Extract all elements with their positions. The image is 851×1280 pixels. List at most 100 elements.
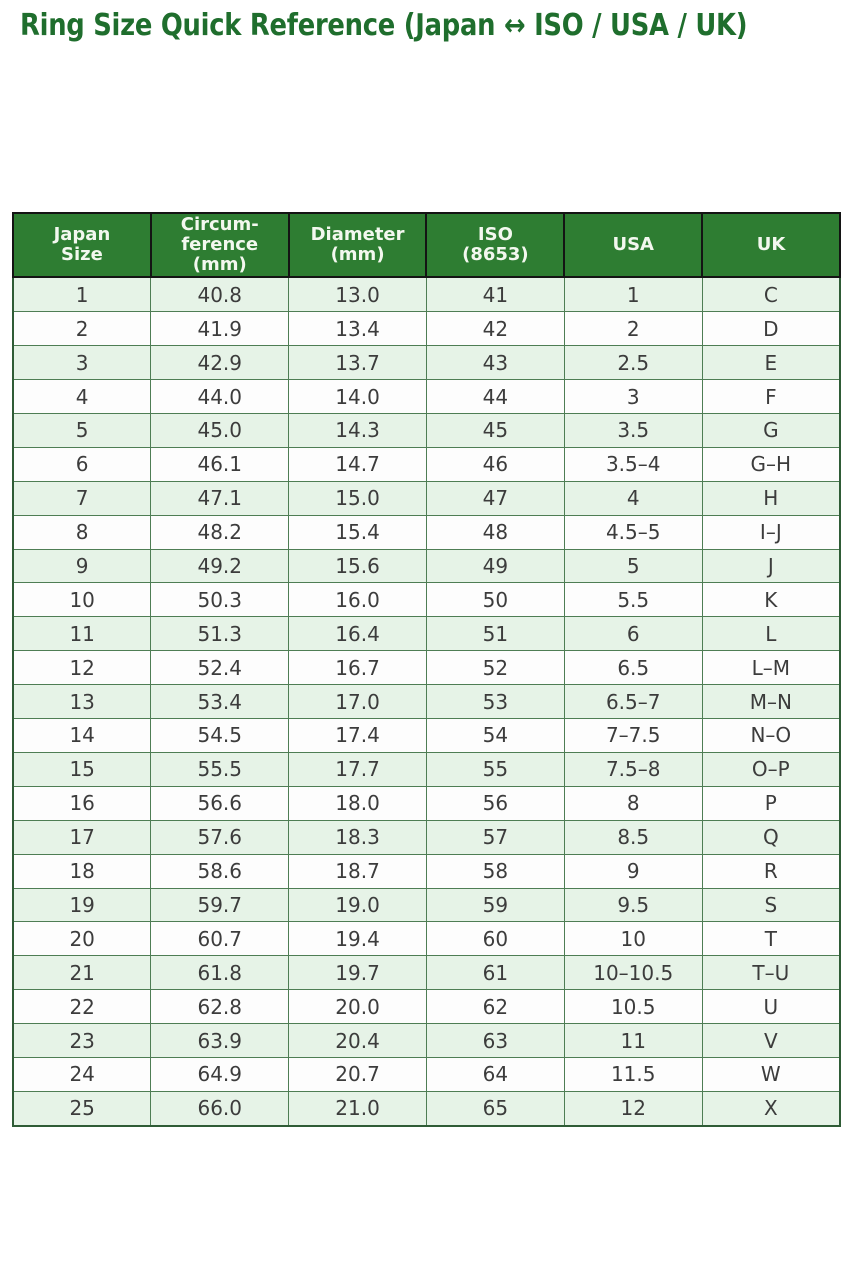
table-cell: 11.5: [563, 1056, 703, 1092]
table-cell: 43: [425, 345, 565, 381]
table-cell: 62: [425, 989, 565, 1025]
table-cell: 25: [12, 1090, 152, 1127]
table-cell: 18: [12, 853, 152, 889]
column-header: USA: [563, 211, 704, 279]
table-cell: 17.4: [288, 718, 427, 753]
table-cell: 18.0: [288, 785, 427, 821]
table-cell: 64.9: [150, 1056, 290, 1092]
table-cell: 9: [12, 548, 152, 584]
table-cell: 10: [563, 921, 703, 957]
table-cell: L–M: [701, 650, 841, 686]
table-cell: 2.5: [563, 345, 703, 381]
table-cell: N–O: [701, 718, 841, 753]
table-cell: H: [701, 480, 841, 516]
table-cell: 63: [425, 1023, 565, 1058]
table-cell: 56: [425, 785, 565, 821]
table-cell: G: [701, 413, 841, 448]
table-row: 22 62.8 20.0 62 10.5 U: [12, 989, 841, 1025]
table-cell: R: [701, 853, 841, 889]
table-cell: 6.5–7: [563, 684, 703, 720]
table-cell: 13.7: [288, 345, 427, 381]
table-cell: 54.5: [150, 718, 290, 753]
table-cell: 52.4: [150, 650, 290, 686]
table-cell: 64: [425, 1056, 565, 1092]
table-cell: L: [701, 616, 841, 652]
table-cell: 10: [12, 582, 152, 618]
table-cell: 45.0: [150, 413, 290, 448]
table-cell: 5: [563, 548, 703, 584]
table-cell: 41: [425, 276, 565, 313]
table-row: 7 47.1 15.0 47 4 H: [12, 480, 841, 516]
table-row: 9 49.2 15.6 49 5 J: [12, 548, 841, 584]
table-row: 6 46.1 14.7 46 3.5–4 G–H: [12, 446, 841, 482]
table-cell: 20.0: [288, 989, 427, 1025]
table-cell: 4: [12, 379, 152, 415]
table-cell: 15.0: [288, 480, 427, 516]
table-cell: 13.0: [288, 276, 427, 313]
table-cell: 51.3: [150, 616, 290, 652]
table-row: 12 52.4 16.7 52 6.5 L–M: [12, 650, 841, 686]
table-cell: 10–10.5: [563, 955, 703, 991]
table-cell: 42: [425, 311, 565, 347]
table-cell: 6: [563, 616, 703, 652]
table-cell: 8: [12, 514, 152, 550]
table-cell: 19.7: [288, 955, 427, 991]
table-row: 23 63.9 20.4 63 11 V: [12, 1023, 841, 1058]
table-cell: 52: [425, 650, 565, 686]
table-cell: 21.0: [288, 1090, 427, 1127]
table-cell: 19.4: [288, 921, 427, 957]
table-cell: M–N: [701, 684, 841, 720]
table-cell: 20.4: [288, 1023, 427, 1058]
table-cell: 4.5–5: [563, 514, 703, 550]
table-cell: 9: [563, 853, 703, 889]
table-cell: 41.9: [150, 311, 290, 347]
table-cell: 14.3: [288, 413, 427, 448]
table-cell: 14: [12, 718, 152, 753]
table-cell: 1: [563, 276, 703, 313]
column-header: Japan Size: [12, 211, 152, 279]
table-cell: 62.8: [150, 989, 290, 1025]
table-cell: U: [701, 989, 841, 1025]
table-cell: 55.5: [150, 751, 290, 787]
table-row: 8 48.2 15.4 48 4.5–5 I–J: [12, 514, 841, 550]
table-cell: 18.3: [288, 819, 427, 855]
table-cell: 15.4: [288, 514, 427, 550]
table-cell: 16: [12, 785, 152, 821]
table-cell: 1: [12, 276, 152, 313]
table-cell: 20: [12, 921, 152, 957]
table-cell: 7.5–8: [563, 751, 703, 787]
table-cell: 3.5: [563, 413, 703, 448]
table-cell: 49.2: [150, 548, 290, 584]
table-cell: 65: [425, 1090, 565, 1127]
table-cell: 7: [12, 480, 152, 516]
table-cell: 19.0: [288, 887, 427, 923]
table-cell: 5.5: [563, 582, 703, 618]
page-title: Ring Size Quick Reference (Japan ↔ ISO /…: [20, 8, 748, 43]
table-cell: 7–7.5: [563, 718, 703, 753]
table-cell: 46.1: [150, 446, 290, 482]
table-row: 18 58.6 18.7 58 9 R: [12, 853, 841, 889]
table-row: 24 64.9 20.7 64 11.5 W: [12, 1056, 841, 1092]
table-cell: K: [701, 582, 841, 618]
table-cell: 24: [12, 1056, 152, 1092]
table-cell: 53.4: [150, 684, 290, 720]
table-cell: T–U: [701, 955, 841, 991]
table-cell: 44.0: [150, 379, 290, 415]
table-cell: 5: [12, 413, 152, 448]
table-cell: 58.6: [150, 853, 290, 889]
table-row: 2 41.9 13.4 42 2 D: [12, 311, 841, 347]
table-cell: 60: [425, 921, 565, 957]
table-row: 3 42.9 13.7 43 2.5 E: [12, 345, 841, 381]
table-row: 4 44.0 14.0 44 3 F: [12, 379, 841, 415]
table-cell: 3: [12, 345, 152, 381]
table-cell: J: [701, 548, 841, 584]
table-cell: 13.4: [288, 311, 427, 347]
table-cell: 54: [425, 718, 565, 753]
table-cell: 15.6: [288, 548, 427, 584]
table-cell: 22: [12, 989, 152, 1025]
table-cell: 14.7: [288, 446, 427, 482]
column-header: UK: [701, 211, 841, 279]
table-cell: 44: [425, 379, 565, 415]
table-cell: 16.7: [288, 650, 427, 686]
table-cell: 11: [563, 1023, 703, 1058]
